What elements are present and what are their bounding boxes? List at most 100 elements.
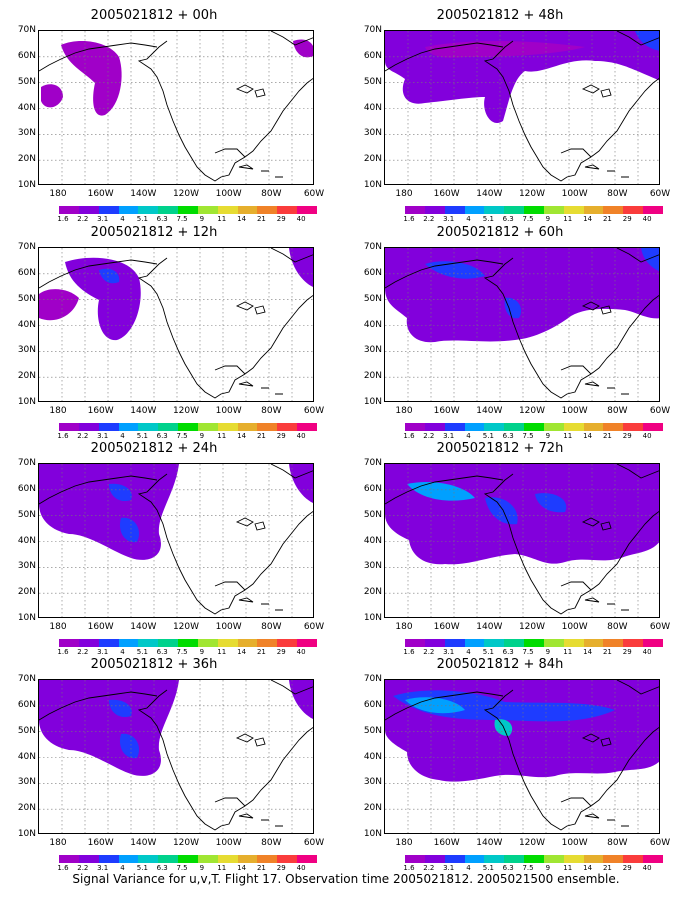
variance-contour xyxy=(39,464,179,560)
longitude-tick-label: 120W xyxy=(518,406,546,416)
map-panel: 2005021812 + 24h 70N 60N 50N 40N 30N 20N 10N 180… xyxy=(4,441,324,656)
latitude-tick-label: 10N xyxy=(363,397,382,407)
longitude-tick-label: 140W xyxy=(130,622,157,632)
coastline xyxy=(385,475,504,505)
longitude-tick-label: 60W xyxy=(649,406,671,416)
colorbar-swatch xyxy=(257,855,278,863)
colorbar-label: 9 xyxy=(545,432,551,440)
latitude-tick-label: 20N xyxy=(17,371,36,382)
coastline xyxy=(137,257,313,399)
colorbar-swatch xyxy=(98,639,119,647)
colorbar-label: 40 xyxy=(642,215,652,223)
map-canvas xyxy=(39,248,313,401)
longitude-tick-label: 120W xyxy=(172,189,200,199)
panel-title: 2005021812 + 12h xyxy=(90,225,218,240)
colorbar-swatch xyxy=(297,639,317,647)
colorbar-label: 6.3 xyxy=(156,432,168,440)
colorbar-label: 7.5 xyxy=(522,648,534,656)
colorbar-swatch xyxy=(464,855,485,863)
longitude-tick-label: 180 xyxy=(395,189,413,199)
colorbar-swatch xyxy=(464,206,485,214)
map-panel: 2005021812 + 48h 70N 60N 50N 40N 30N 20N 10N 180… xyxy=(350,8,670,223)
map-canvas xyxy=(39,464,313,617)
longitude-tick-label: 60W xyxy=(303,622,325,632)
colorbar-swatch xyxy=(524,206,544,214)
coastline xyxy=(235,301,266,315)
colorbar-label: 29 xyxy=(276,215,286,223)
variance-contour xyxy=(385,464,659,565)
colorbar-swatch xyxy=(543,639,564,647)
latitude-tick-label: 40N xyxy=(17,102,36,113)
latitude-tick-label: 40N xyxy=(363,102,382,113)
colorbar-swatch xyxy=(277,206,298,214)
colorbar-swatch xyxy=(543,423,564,431)
map-panel: 2005021812 + 12h 70N 60N 50N 40N 30N 20N 10N 180… xyxy=(4,225,324,440)
panel-title: 2005021812 + 60h xyxy=(436,225,564,240)
colorbar-label: 9 xyxy=(199,648,205,656)
colorbar xyxy=(405,639,663,647)
variance-contour xyxy=(109,483,132,502)
coastline xyxy=(581,301,612,315)
colorbar-swatch xyxy=(178,206,198,214)
colorbar-swatch xyxy=(297,855,317,863)
map-panel: 2005021812 + 72h 70N 60N 50N 40N 30N 20N 10N 180… xyxy=(350,441,670,656)
variance-contour xyxy=(635,31,659,51)
colorbar-swatch xyxy=(484,855,505,863)
longitude-tick-label: 100W xyxy=(215,189,242,199)
longitude-tick-label: 140W xyxy=(476,406,503,416)
colorbar-label: 29 xyxy=(622,215,632,223)
colorbar-swatch xyxy=(563,423,584,431)
colorbar-label: 14 xyxy=(583,432,593,440)
longitude-tick-label: 100W xyxy=(215,406,242,416)
colorbar-swatch xyxy=(78,423,99,431)
colorbar-swatch xyxy=(643,855,663,863)
colorbar-swatch xyxy=(118,206,139,214)
coastline xyxy=(214,148,246,158)
longitude-tick-label: 60W xyxy=(303,189,325,199)
longitude-tick-label: 140W xyxy=(130,189,157,199)
latitude-tick-label: 60N xyxy=(363,267,382,278)
longitude-tick-label: 100W xyxy=(215,838,242,848)
longitude-tick-label: 60W xyxy=(303,838,325,848)
latitude-tick-label: 40N xyxy=(363,751,382,762)
colorbar-label: 11 xyxy=(563,648,573,656)
colorbar-label: 7.5 xyxy=(176,432,188,440)
latitude-tick-label: 60N xyxy=(363,483,382,494)
longitude-tick-label: 80W xyxy=(607,622,628,632)
variance-contour xyxy=(289,680,313,719)
colorbar-swatch xyxy=(59,639,79,647)
latitude-tick-label: 10N xyxy=(17,829,36,839)
colorbar-swatch xyxy=(237,423,258,431)
colorbar-label: 2.2 xyxy=(423,215,435,223)
colorbar-swatch xyxy=(603,423,624,431)
coastline xyxy=(616,464,659,479)
coastline xyxy=(584,381,629,395)
colorbar-label: 4 xyxy=(466,864,471,872)
colorbar xyxy=(59,639,317,647)
colorbar-label: 21 xyxy=(256,215,266,223)
map-frame xyxy=(38,679,314,834)
colorbar-label: 4 xyxy=(120,648,125,656)
colorbar-swatch xyxy=(444,639,465,647)
latitude-tick-label: 30N xyxy=(17,128,36,139)
longitude-tick-label: 160W xyxy=(87,622,114,632)
colorbar-swatch xyxy=(504,855,525,863)
colorbar-swatch xyxy=(217,639,238,647)
colorbar-swatch xyxy=(583,639,604,647)
colorbar-swatch xyxy=(277,423,298,431)
colorbar-label: 21 xyxy=(256,864,266,872)
coastline xyxy=(137,473,313,615)
colorbar-swatch xyxy=(59,206,79,214)
colorbar-label: 7.5 xyxy=(522,432,534,440)
colorbar-label: 4 xyxy=(466,432,471,440)
figure-caption: Signal Variance for u,v,T. Flight 17. Ob… xyxy=(72,872,620,886)
latitude-tick-label: 10N xyxy=(363,613,382,623)
latitude-tick-label: 20N xyxy=(363,154,382,165)
coastline xyxy=(238,597,283,611)
colorbar-label: 4 xyxy=(120,432,125,440)
colorbar-swatch xyxy=(424,639,445,647)
colorbar-label: 14 xyxy=(237,864,247,872)
colorbar-label: 40 xyxy=(296,864,306,872)
colorbar-swatch xyxy=(78,639,99,647)
latitude-tick-label: 70N xyxy=(17,25,36,35)
